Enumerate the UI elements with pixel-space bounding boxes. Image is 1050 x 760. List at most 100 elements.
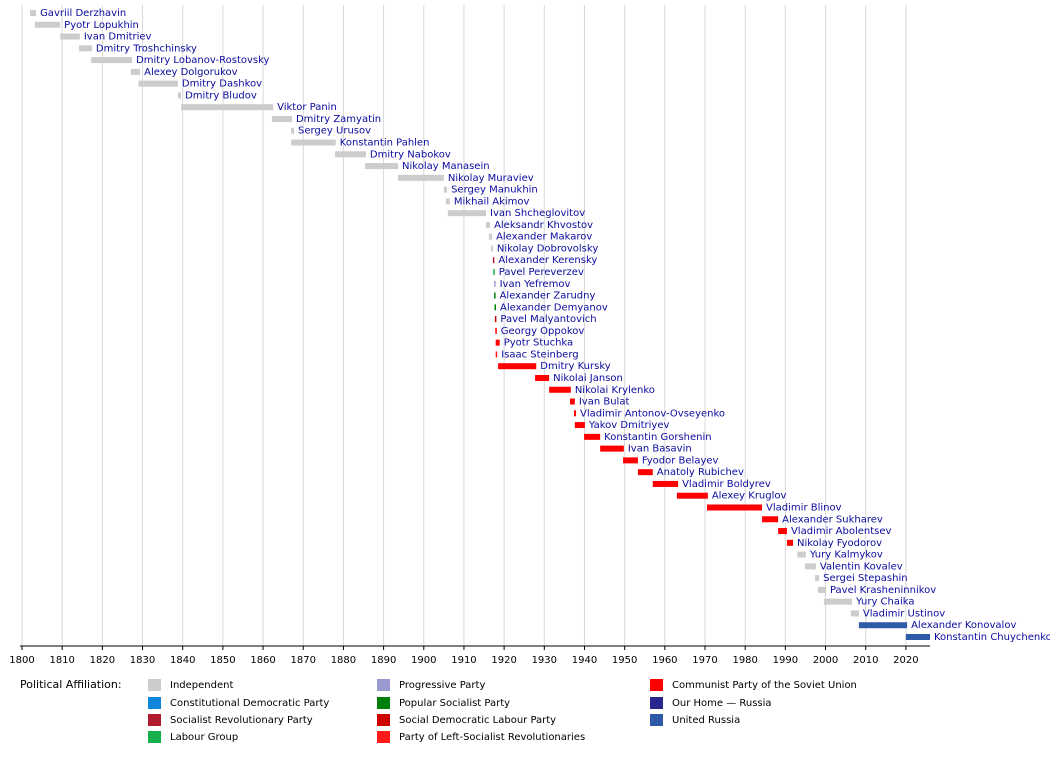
minister-name[interactable]: Nikolai Janson bbox=[553, 373, 623, 384]
x-tick-label: 1930 bbox=[532, 655, 557, 666]
minister-name[interactable]: Sergey Urusov bbox=[298, 126, 371, 137]
minister-name[interactable]: Mikhail Akimov bbox=[454, 196, 530, 207]
x-tick-label: 1850 bbox=[210, 655, 235, 666]
term-bar bbox=[181, 104, 274, 111]
term-bar bbox=[79, 45, 92, 52]
minister-name[interactable]: Dmitry Zamyatin bbox=[296, 114, 381, 125]
term-bar bbox=[177, 92, 182, 99]
legend-label: Party of Left-Socialist Revolutionaries bbox=[399, 732, 585, 743]
minister-name[interactable]: Nikolay Muraviev bbox=[448, 173, 534, 184]
minister-name[interactable]: Sergey Manukhin bbox=[451, 185, 538, 196]
x-tick-label: 1940 bbox=[572, 655, 597, 666]
legend-label: Labour Group bbox=[170, 732, 238, 743]
minister-name[interactable]: Ivan Basavin bbox=[628, 444, 692, 455]
legend-swatch bbox=[377, 714, 390, 726]
x-tick-label: 1990 bbox=[773, 655, 798, 666]
x-tick-label: 1840 bbox=[170, 655, 195, 666]
x-tick-label: 1830 bbox=[130, 655, 155, 666]
term-bar bbox=[30, 10, 37, 16]
minister-name[interactable]: Dmitry Troshchinsky bbox=[96, 43, 197, 54]
term-bar bbox=[623, 457, 638, 464]
minister-name[interactable]: Vladimir Antonov-Ovseyenko bbox=[580, 408, 725, 419]
legend-swatch bbox=[650, 679, 663, 691]
term-bar bbox=[494, 316, 497, 323]
minister-name[interactable]: Georgy Oppokov bbox=[501, 326, 585, 337]
minister-name[interactable]: Dmitry Dashkov bbox=[182, 79, 262, 90]
minister-name[interactable]: Pyotr Stuchka bbox=[504, 338, 573, 349]
minister-name[interactable]: Pavel Krasheninnikov bbox=[830, 585, 936, 596]
minister-name[interactable]: Nikolai Krylenko bbox=[575, 385, 655, 396]
x-tick-label: 1810 bbox=[49, 655, 74, 666]
term-bar bbox=[549, 386, 571, 393]
term-bar bbox=[786, 539, 793, 546]
minister-name[interactable]: Vladimir Blinov bbox=[766, 502, 842, 513]
minister-name[interactable]: Pyotr Lopukhin bbox=[64, 20, 139, 31]
x-tick-label: 1970 bbox=[692, 655, 717, 666]
minister-name[interactable]: Nikolay Dobrovolsky bbox=[497, 243, 598, 254]
legend-label: Progressive Party bbox=[399, 680, 485, 691]
term-bar bbox=[365, 163, 399, 170]
term-bar bbox=[817, 586, 826, 593]
term-bar bbox=[815, 575, 820, 582]
minister-name[interactable]: Dmitry Lobanov-Rostovsky bbox=[136, 55, 269, 66]
minister-name[interactable]: Vladimir Boldyrev bbox=[682, 479, 771, 490]
minister-name[interactable]: Vladimir Ustinov bbox=[863, 608, 945, 619]
legend-label: Popular Socialist Party bbox=[399, 698, 510, 709]
minister-name[interactable]: Alexander Kerensky bbox=[498, 255, 597, 266]
term-bar bbox=[91, 57, 133, 64]
term-bar bbox=[60, 33, 80, 40]
minister-name[interactable]: Viktor Panin bbox=[277, 102, 337, 113]
legend-label: Social Democratic Labour Party bbox=[399, 715, 556, 726]
minister-name[interactable]: Pavel Malyantovich bbox=[500, 314, 596, 325]
minister-name[interactable]: Aleksandr Khvostov bbox=[494, 220, 593, 231]
legend-swatch bbox=[148, 679, 161, 691]
minister-name[interactable]: Ivan Shcheglovitov bbox=[490, 208, 585, 219]
x-tick-label: 1880 bbox=[331, 655, 356, 666]
term-bar bbox=[762, 516, 779, 523]
minister-name[interactable]: Sergei Stepashin bbox=[823, 573, 907, 584]
minister-name[interactable]: Yury Chaika bbox=[855, 597, 914, 608]
minister-name[interactable]: Dmitry Nabokov bbox=[370, 149, 451, 160]
minister-name[interactable]: Alexander Makarov bbox=[496, 232, 592, 243]
minister-name[interactable]: Ivan Yefremov bbox=[500, 279, 571, 290]
term-bar bbox=[130, 68, 141, 75]
legend-label: Constitutional Democratic Party bbox=[170, 698, 329, 709]
term-bar bbox=[676, 492, 708, 499]
minister-name[interactable]: Konstantin Pahlen bbox=[340, 138, 430, 149]
legend-label: Communist Party of the Soviet Union bbox=[672, 680, 857, 691]
minister-name[interactable]: Alexander Sukharev bbox=[782, 514, 883, 525]
minister-name[interactable]: Ivan Dmitriev bbox=[84, 32, 152, 43]
minister-name[interactable]: Valentin Kovalev bbox=[820, 561, 903, 572]
minister-name[interactable]: Pavel Pereverzev bbox=[499, 267, 584, 278]
term-bar bbox=[443, 186, 448, 193]
minister-name[interactable]: Alexey Dolgorukov bbox=[144, 67, 238, 78]
minister-name[interactable]: Yury Kalmykov bbox=[809, 550, 883, 561]
minister-name[interactable]: Alexander Demyanov bbox=[500, 302, 608, 313]
minister-name[interactable]: Nikolay Manasein bbox=[402, 161, 490, 172]
minister-name[interactable]: Ivan Bulat bbox=[579, 397, 630, 408]
minister-name[interactable]: Fyodor Belayev bbox=[642, 455, 719, 466]
term-bar bbox=[858, 622, 908, 629]
minister-name[interactable]: Alexey Kruglov bbox=[712, 491, 787, 502]
legend-swatch bbox=[148, 731, 161, 743]
minister-name[interactable]: Dmitry Kursky bbox=[540, 361, 611, 372]
minister-name[interactable]: Vladimir Abolentsev bbox=[791, 526, 892, 537]
x-tick-label: 2000 bbox=[813, 655, 838, 666]
minister-name[interactable]: Alexander Konovalov bbox=[911, 620, 1016, 631]
minister-name[interactable]: Isaac Steinberg bbox=[501, 349, 578, 360]
minister-name[interactable]: Konstantin Gorshenin bbox=[604, 432, 711, 443]
minister-name[interactable]: Nikolay Fyodorov bbox=[797, 538, 882, 549]
minister-name[interactable]: Yakov Dmitriyev bbox=[588, 420, 670, 431]
minister-name[interactable]: Alexander Zarudny bbox=[500, 291, 596, 302]
minister-name[interactable]: Anatoly Rubichev bbox=[657, 467, 744, 478]
term-bar bbox=[637, 469, 653, 476]
minister-name[interactable]: Konstantin Chuychenko bbox=[934, 632, 1050, 643]
term-bar bbox=[271, 115, 292, 122]
term-bar bbox=[486, 221, 491, 228]
legend-label: Independent bbox=[170, 680, 233, 691]
minister-name[interactable]: Dmitry Bludov bbox=[185, 90, 257, 101]
x-tick-label: 1820 bbox=[90, 655, 115, 666]
term-bar bbox=[574, 410, 577, 417]
minister-name[interactable]: Gavriil Derzhavin bbox=[40, 8, 126, 19]
